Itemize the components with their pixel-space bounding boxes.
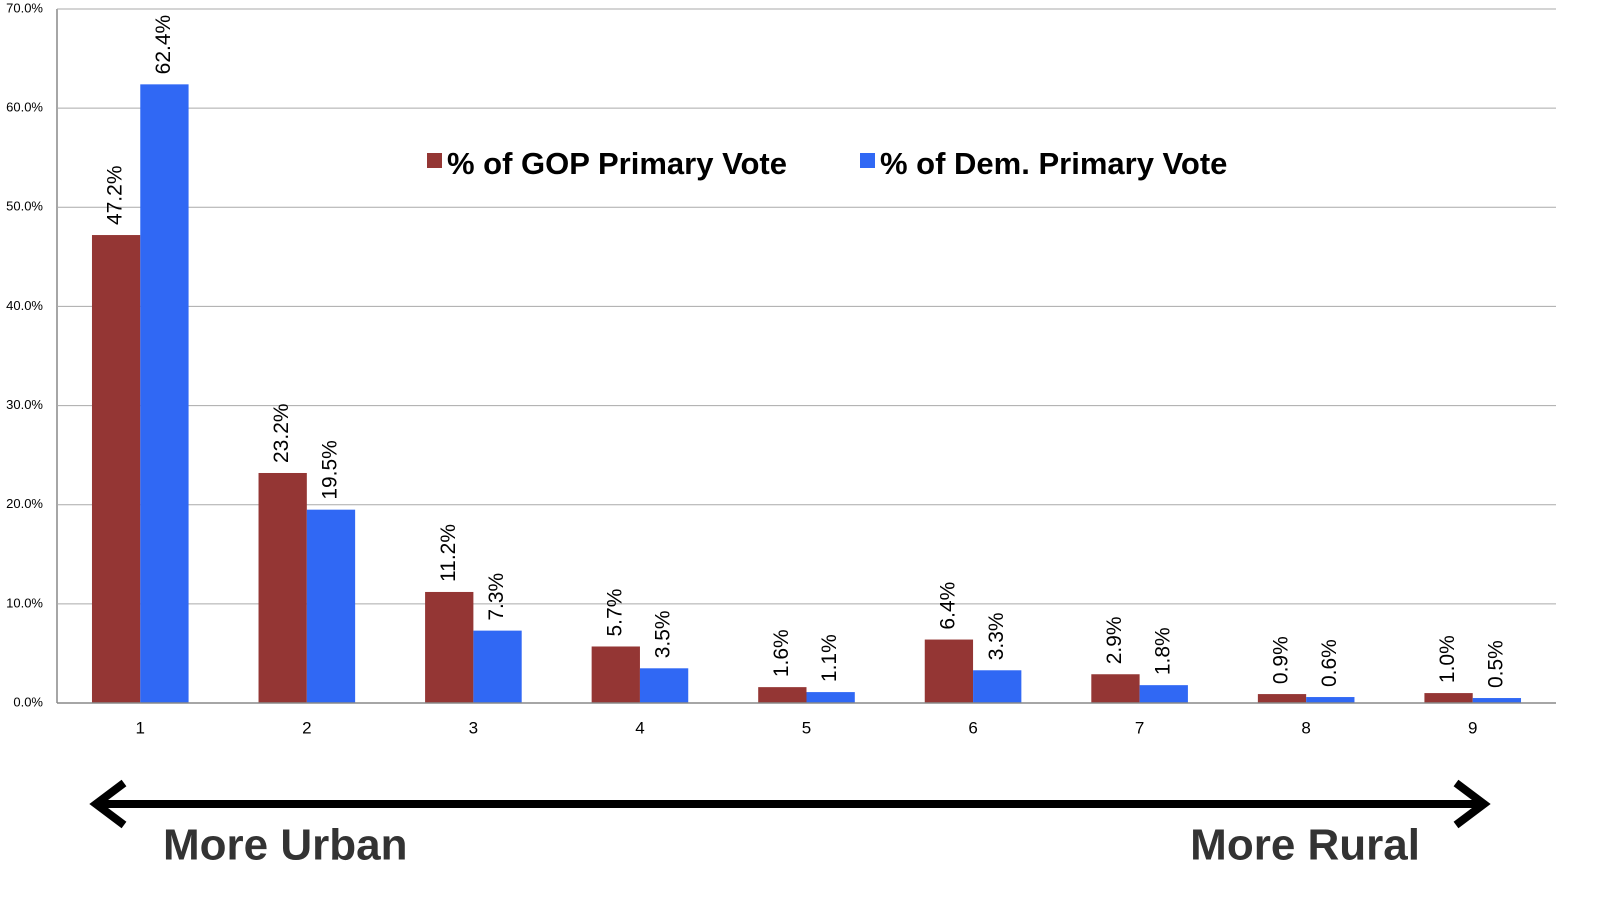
value-label: 0.6% bbox=[1318, 639, 1341, 687]
value-label: 23.2% bbox=[270, 403, 293, 463]
bar bbox=[425, 591, 474, 703]
y-tick-label: 10.0% bbox=[6, 595, 43, 610]
bar bbox=[1306, 697, 1355, 703]
bar bbox=[140, 84, 189, 703]
bar bbox=[639, 668, 689, 703]
y-tick-label: 60.0% bbox=[6, 100, 43, 115]
value-label: 1.6% bbox=[770, 629, 793, 677]
y-tick-label: 20.0% bbox=[6, 496, 43, 511]
value-label: 0.9% bbox=[1270, 636, 1293, 684]
value-label: 6.4% bbox=[936, 582, 959, 630]
y-tick-label: 50.0% bbox=[6, 199, 43, 214]
value-label: 3.5% bbox=[652, 610, 675, 658]
bar bbox=[806, 692, 855, 703]
x-tick-label: 9 bbox=[1468, 718, 1477, 737]
value-label: 3.3% bbox=[985, 612, 1008, 660]
bar bbox=[91, 235, 141, 703]
legend-label: % of GOP Primary Vote bbox=[447, 146, 787, 181]
bar bbox=[591, 646, 640, 703]
y-tick-label: 30.0% bbox=[6, 397, 43, 412]
annotation: More Urban bbox=[163, 821, 407, 870]
bar bbox=[1424, 693, 1473, 703]
bar bbox=[758, 687, 807, 703]
y-tick-label: 0.0% bbox=[13, 694, 43, 709]
bar bbox=[973, 670, 1022, 703]
bar bbox=[1091, 674, 1140, 703]
value-label: 47.2% bbox=[104, 165, 127, 225]
value-label: 1.1% bbox=[818, 634, 841, 682]
value-label: 2.9% bbox=[1103, 616, 1126, 664]
bar bbox=[924, 639, 974, 703]
x-tick-label: 1 bbox=[136, 718, 145, 737]
x-tick-label: 7 bbox=[1135, 718, 1144, 737]
value-label: 7.3% bbox=[485, 573, 508, 621]
legend-swatch bbox=[427, 153, 442, 168]
x-tick-label: 5 bbox=[802, 718, 811, 737]
legend-label: % of Dem. Primary Vote bbox=[880, 146, 1227, 181]
x-tick-label: 3 bbox=[469, 718, 478, 737]
x-tick-label: 8 bbox=[1301, 718, 1310, 737]
value-label: 1.8% bbox=[1151, 627, 1174, 675]
y-tick-label: 70.0% bbox=[6, 0, 43, 15]
direction-arrow bbox=[89, 779, 1491, 829]
bar bbox=[258, 472, 307, 703]
y-tick-label: 40.0% bbox=[6, 298, 43, 313]
bar bbox=[306, 509, 356, 703]
value-label: 0.5% bbox=[1484, 640, 1507, 688]
bar bbox=[1139, 685, 1188, 703]
x-tick-label: 6 bbox=[968, 718, 977, 737]
value-label: 1.0% bbox=[1436, 635, 1459, 683]
annotation: More Rural bbox=[1190, 821, 1420, 870]
bar bbox=[1472, 698, 1522, 703]
x-tick-label: 2 bbox=[302, 718, 311, 737]
value-label: 19.5% bbox=[319, 440, 342, 500]
x-tick-label: 4 bbox=[635, 718, 644, 737]
legend-swatch bbox=[860, 153, 875, 168]
value-label: 62.4% bbox=[152, 15, 175, 75]
value-label: 11.2% bbox=[437, 524, 460, 582]
bar bbox=[473, 630, 522, 703]
value-label: 5.7% bbox=[603, 589, 626, 637]
bar bbox=[1257, 694, 1307, 703]
